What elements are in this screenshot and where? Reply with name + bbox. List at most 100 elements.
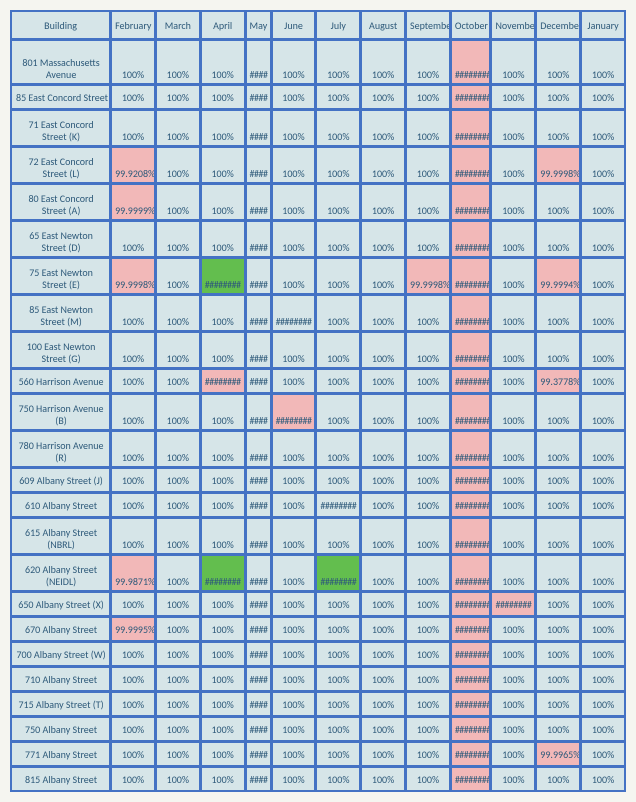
- value-cell: 100%: [406, 184, 450, 220]
- value-cell: 100%: [156, 468, 200, 492]
- value-cell: 100%: [272, 742, 316, 766]
- value-cell: 100%: [201, 717, 245, 741]
- value-cell: 100%: [406, 332, 450, 368]
- value-cell: 100%: [491, 295, 535, 331]
- building-cell: 75 East Newton Street (E): [11, 258, 110, 294]
- col-building-header: Building: [11, 11, 110, 39]
- value-cell: 100%: [406, 85, 450, 109]
- value-cell: 100%: [581, 767, 625, 791]
- value-cell: 100%: [272, 147, 316, 183]
- value-cell: 100%: [406, 642, 450, 666]
- building-cell: 65 East Newton Street (D): [11, 221, 110, 257]
- value-cell: 100%: [536, 394, 580, 430]
- value-cell: 100%: [316, 518, 360, 554]
- value-cell: 100%: [491, 692, 535, 716]
- col-month-header: May: [246, 11, 271, 39]
- value-cell: 100%: [406, 468, 450, 492]
- value-cell: 100%: [156, 692, 200, 716]
- value-cell: 100%: [201, 332, 245, 368]
- value-cell: 100%: [156, 332, 200, 368]
- col-month-header: December: [536, 11, 580, 39]
- value-cell: ########: [451, 394, 491, 430]
- value-cell: 100%: [156, 742, 200, 766]
- value-cell: ########: [451, 468, 491, 492]
- table-row: 560 Harrison Avenue100%100%############1…: [11, 369, 625, 393]
- value-cell: 100%: [361, 642, 405, 666]
- value-cell: 100%: [491, 742, 535, 766]
- value-cell: 100%: [581, 258, 625, 294]
- value-cell: 100%: [581, 295, 625, 331]
- value-cell: 100%: [272, 493, 316, 517]
- value-cell: 100%: [536, 518, 580, 554]
- value-cell: 100%: [201, 468, 245, 492]
- value-cell: 100%: [536, 468, 580, 492]
- table-row: 650 Albany Street (X)100%100%100%####100…: [11, 592, 625, 616]
- value-cell: 100%: [201, 493, 245, 517]
- building-cell: 560 Harrison Avenue: [11, 369, 110, 393]
- value-cell: ####: [246, 767, 271, 791]
- value-cell: ####: [246, 221, 271, 257]
- value-cell: ########: [201, 555, 245, 591]
- value-cell: 100%: [536, 431, 580, 467]
- value-cell: 99.3778%: [536, 369, 580, 393]
- value-cell: 100%: [156, 493, 200, 517]
- value-cell: ########: [316, 555, 360, 591]
- col-month-header: April: [201, 11, 245, 39]
- value-cell: ########: [201, 369, 245, 393]
- value-cell: 99.9998%: [111, 258, 155, 294]
- value-cell: 100%: [111, 468, 155, 492]
- value-cell: 100%: [111, 642, 155, 666]
- value-cell: ########: [316, 493, 360, 517]
- value-cell: 100%: [201, 110, 245, 146]
- value-cell: 100%: [406, 555, 450, 591]
- value-cell: 100%: [491, 518, 535, 554]
- value-cell: 100%: [201, 667, 245, 691]
- value-cell: 100%: [156, 717, 200, 741]
- value-cell: 100%: [361, 717, 405, 741]
- value-cell: 100%: [491, 717, 535, 741]
- value-cell: 100%: [111, 767, 155, 791]
- value-cell: 100%: [111, 110, 155, 146]
- value-cell: 100%: [581, 332, 625, 368]
- value-cell: 100%: [361, 667, 405, 691]
- value-cell: 100%: [111, 592, 155, 616]
- value-cell: ########: [451, 692, 491, 716]
- value-cell: 100%: [201, 692, 245, 716]
- value-cell: 100%: [111, 742, 155, 766]
- value-cell: ####: [246, 431, 271, 467]
- value-cell: 100%: [581, 493, 625, 517]
- header-row: BuildingFebruaryMarchAprilMayJuneJulyAug…: [11, 11, 625, 39]
- value-cell: 100%: [361, 85, 405, 109]
- value-cell: 100%: [361, 493, 405, 517]
- value-cell: 100%: [406, 147, 450, 183]
- value-cell: 100%: [156, 667, 200, 691]
- value-cell: 100%: [536, 667, 580, 691]
- value-cell: ########: [451, 110, 491, 146]
- value-cell: ####: [246, 40, 271, 84]
- value-cell: 100%: [111, 332, 155, 368]
- value-cell: 100%: [272, 369, 316, 393]
- value-cell: 100%: [361, 692, 405, 716]
- table-row: 700 Albany Street (W)100%100%100%####100…: [11, 642, 625, 666]
- value-cell: 100%: [406, 667, 450, 691]
- value-cell: ####: [246, 642, 271, 666]
- value-cell: 100%: [111, 394, 155, 430]
- value-cell: 100%: [406, 221, 450, 257]
- value-cell: 100%: [316, 369, 360, 393]
- table-row: 85 East Concord Street100%100%100%####10…: [11, 85, 625, 109]
- value-cell: 100%: [201, 147, 245, 183]
- value-cell: 100%: [491, 40, 535, 84]
- building-cell: 710 Albany Street: [11, 667, 110, 691]
- value-cell: 100%: [272, 221, 316, 257]
- value-cell: 100%: [316, 468, 360, 492]
- value-cell: 100%: [536, 221, 580, 257]
- value-cell: 100%: [272, 555, 316, 591]
- value-cell: 99.9871%: [111, 555, 155, 591]
- value-cell: 100%: [406, 518, 450, 554]
- value-cell: 100%: [406, 493, 450, 517]
- value-cell: ########: [451, 518, 491, 554]
- value-cell: 100%: [361, 617, 405, 641]
- value-cell: ####: [246, 617, 271, 641]
- value-cell: 99.9999%: [111, 184, 155, 220]
- value-cell: ########: [451, 767, 491, 791]
